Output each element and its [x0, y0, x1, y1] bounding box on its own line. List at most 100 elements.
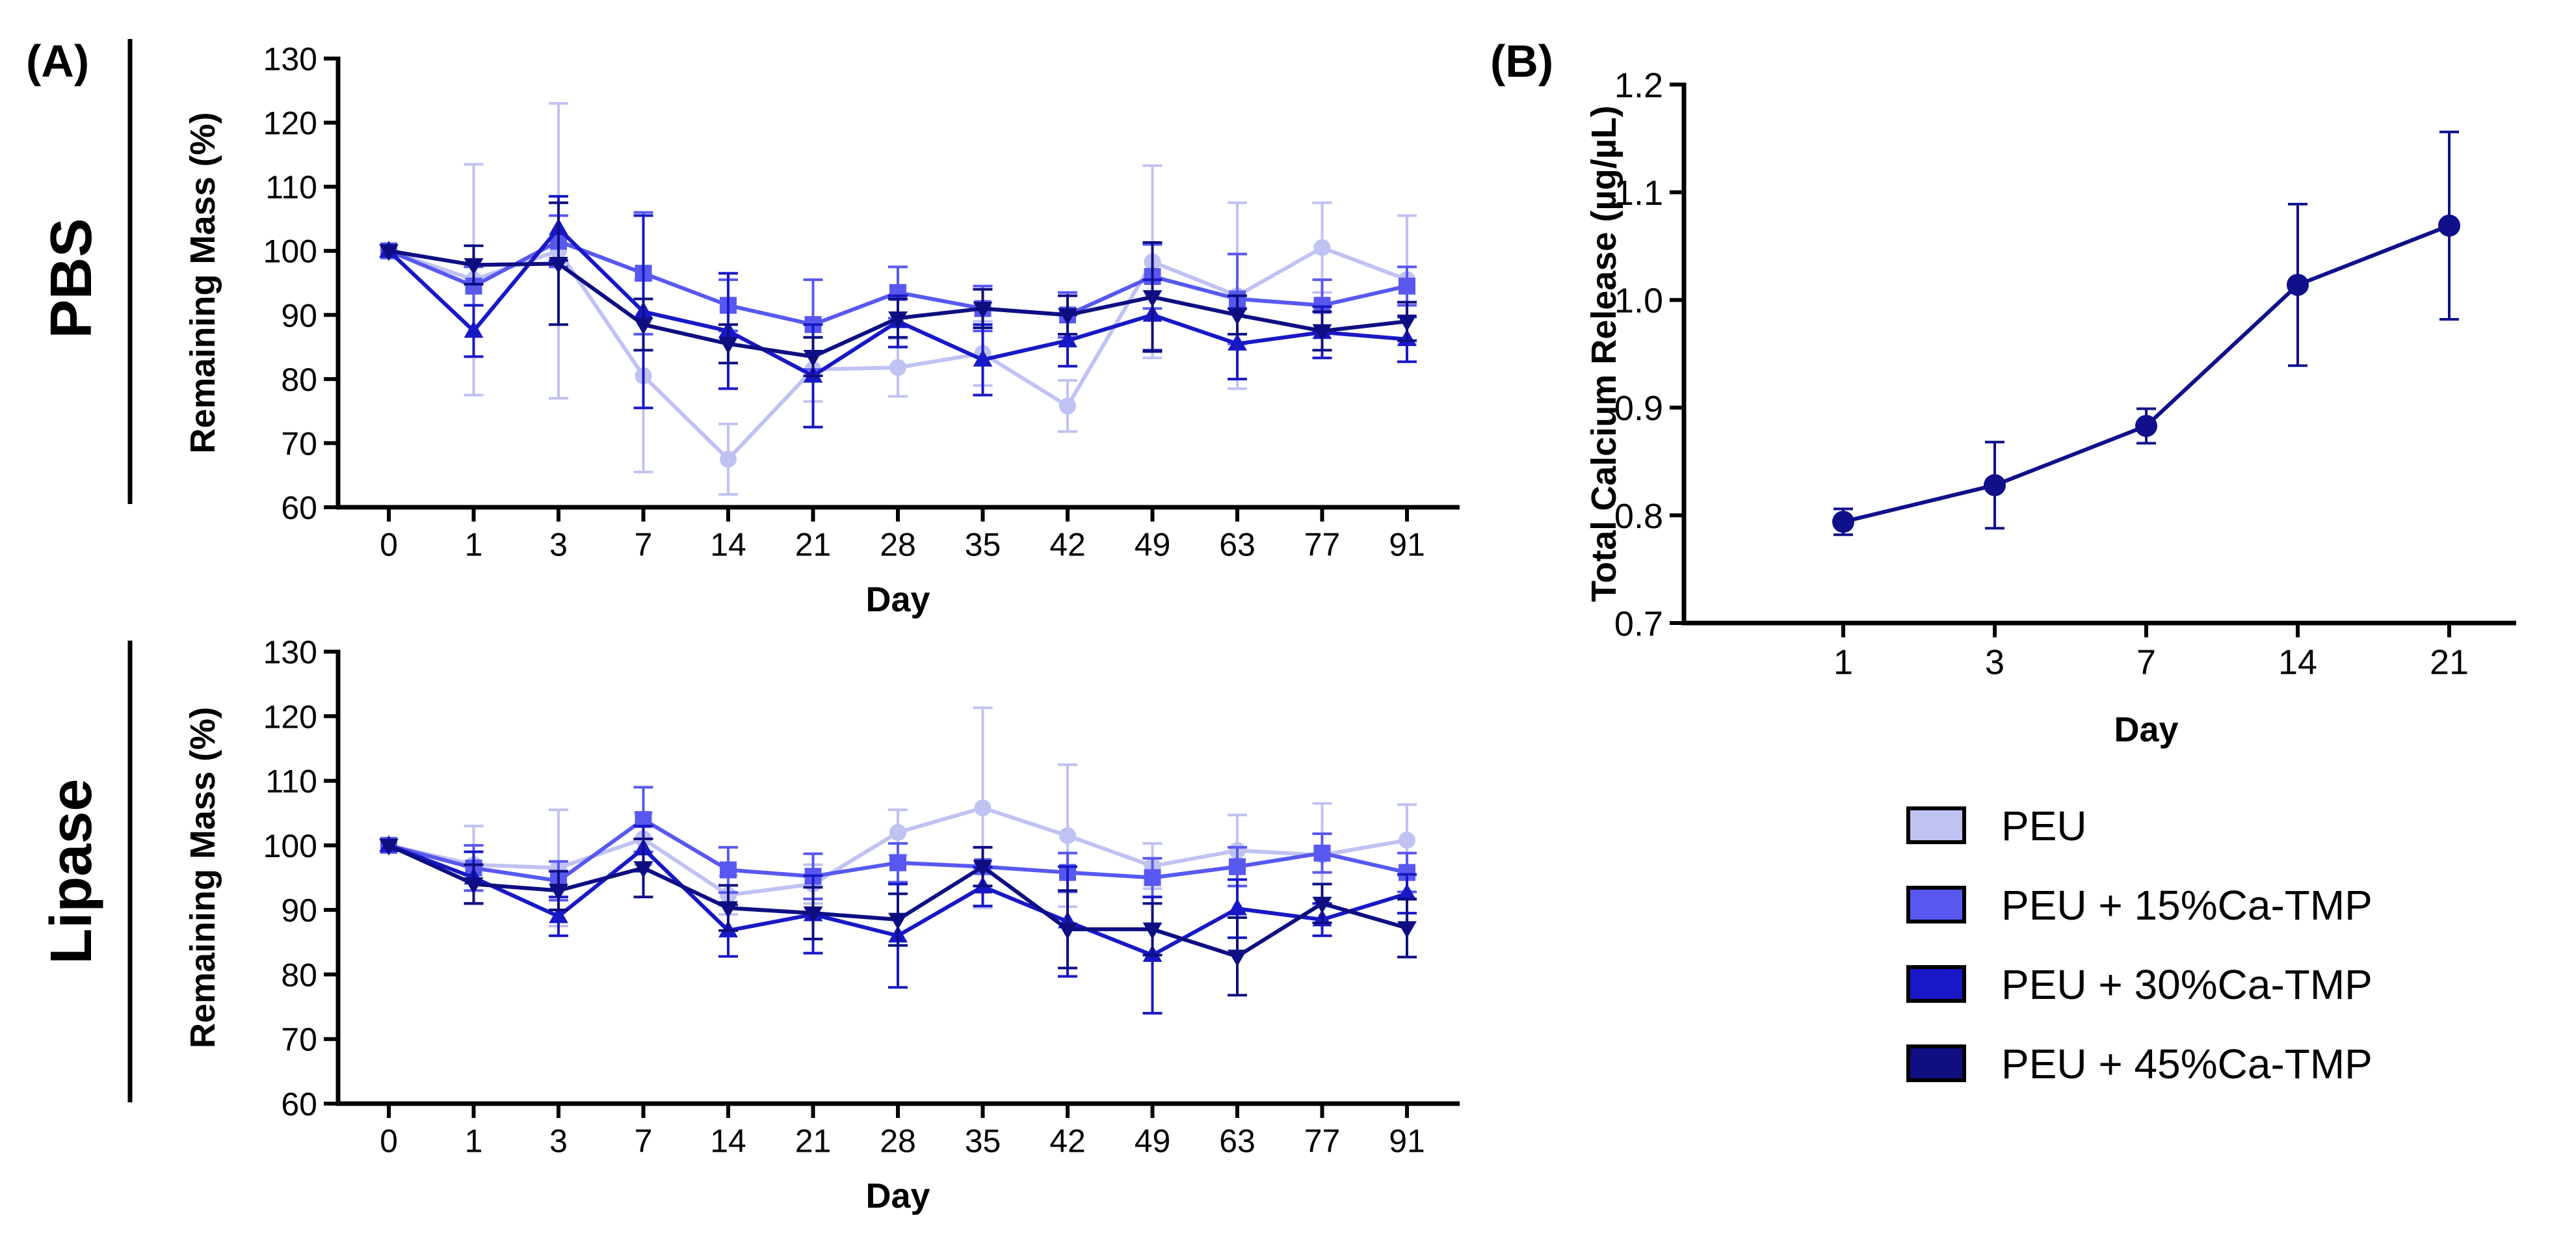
- lipase-y-axis-title: Remaining Mass (%): [183, 707, 222, 1048]
- lipase-point: [1397, 921, 1417, 938]
- calcium-x-tick-label: 1: [1833, 643, 1853, 682]
- lipase-point: [1397, 883, 1417, 901]
- pbs-y-tick-label: 120: [263, 105, 317, 142]
- pbs-point: [720, 451, 737, 468]
- legend-item-peu: PEU: [1906, 803, 2087, 849]
- legend-swatch-peu-15: [1906, 886, 1966, 923]
- pbs-point: [379, 244, 399, 261]
- lipase-point: [464, 877, 484, 895]
- calcium-point: [1984, 474, 2006, 497]
- lipase-x-tick-label: 3: [549, 1123, 568, 1160]
- calcium-point: [2438, 214, 2460, 237]
- pbs-y-tick-label: 60: [281, 490, 317, 526]
- calcium-x-tick-label: 14: [2278, 643, 2317, 682]
- lipase-point: [889, 824, 906, 841]
- pbs-x-tick-label: 28: [880, 527, 916, 563]
- legend-label-peu-15: PEU + 15%Ca-TMP: [2001, 882, 2372, 929]
- pbs-point: [718, 337, 738, 354]
- pbs-point: [1058, 330, 1077, 348]
- lipase-point: [1399, 831, 1415, 849]
- lipase-point: [1228, 898, 1247, 916]
- legend-swatch-peu-30: [1906, 965, 1966, 1003]
- pbs-point: [1397, 314, 1417, 332]
- pbs-point: [1228, 308, 1247, 325]
- calcium-x-tick-label: 7: [2136, 643, 2156, 682]
- lipase-y-tick-label: 70: [281, 1022, 317, 1058]
- lipase-y-tick-label: 120: [263, 698, 317, 735]
- lipase-x-tick-label: 1: [465, 1123, 483, 1160]
- lipase-point: [1313, 844, 1331, 862]
- pbs-point: [973, 349, 993, 367]
- panel-label-b: (B): [1490, 36, 1553, 86]
- lipase-point: [1058, 922, 1077, 940]
- pbs-point: [1142, 290, 1163, 308]
- pbs-point: [973, 302, 993, 319]
- calcium-y-tick-label: 1.2: [1614, 66, 1663, 105]
- pbs-point: [1399, 277, 1415, 295]
- pbs-x-tick-label: 7: [635, 527, 653, 563]
- lipase-point: [1144, 869, 1161, 886]
- pbs-x-tick-label: 63: [1219, 527, 1255, 563]
- pbs-point: [803, 349, 823, 367]
- pbs-point: [633, 317, 653, 335]
- lipase-x-tick-label: 14: [710, 1123, 746, 1160]
- lipase-series-peu-45-ca-tmp: [379, 837, 1417, 997]
- lipase-point: [973, 860, 993, 877]
- lipase-x-tick-label: 63: [1219, 1123, 1255, 1160]
- lipase-point: [888, 912, 908, 930]
- lipase-y-tick-label: 60: [281, 1086, 317, 1122]
- lipase-mass-chart: 60 70 80 90 100 110 120 130 0 1 3 7 14 21 28 35 42 49 63 77…: [183, 634, 1460, 1215]
- pbs-y-tick-label: 100: [263, 233, 317, 270]
- legend-swatch-peu-45: [1906, 1044, 1966, 1082]
- pbs-x-tick-label: 77: [1304, 527, 1341, 563]
- pbs-x-tick-label: 3: [549, 527, 568, 563]
- pbs-point: [549, 257, 568, 274]
- calcium-y-tick-label: 0.8: [1614, 497, 1663, 536]
- lipase-x-tick-label: 35: [965, 1123, 1001, 1160]
- pbs-point: [1312, 324, 1332, 341]
- lipase-point: [720, 861, 737, 879]
- lipase-x-tick-label: 21: [795, 1123, 832, 1160]
- lipase-y-tick-label: 80: [281, 957, 317, 993]
- lipase-point: [1228, 949, 1247, 967]
- lipase-point: [718, 901, 738, 918]
- legend-swatch-peu: [1906, 806, 1966, 844]
- row-label-lipase: Lipase: [39, 778, 104, 964]
- lipase-point: [1142, 922, 1163, 940]
- calcium-x-tick-label: 3: [1985, 643, 2004, 682]
- lipase-point: [1312, 896, 1332, 914]
- pbs-y-tick-label: 110: [265, 169, 317, 206]
- lipase-y-tick-label: 90: [281, 892, 317, 929]
- lipase-point: [1229, 858, 1246, 875]
- lipase-y-tick-label: 100: [263, 828, 317, 864]
- pbs-x-axis-title: Day: [865, 580, 930, 619]
- lipase-x-tick-label: 42: [1049, 1123, 1086, 1160]
- legend-item-peu-30: PEU + 30%Ca-TMP: [1906, 961, 2372, 1008]
- pbs-point: [464, 321, 484, 338]
- row-label-pbs: PBS: [39, 218, 104, 338]
- lipase-x-tick-label: 28: [880, 1123, 916, 1160]
- legend-label-peu-45: PEU + 45%Ca-TMP: [2001, 1041, 2372, 1087]
- pbs-x-tick-label: 0: [380, 527, 398, 563]
- lipase-point: [1059, 827, 1076, 844]
- lipase-point: [633, 861, 653, 879]
- pbs-series-peu-45-ca-tmp: [379, 201, 1417, 377]
- pbs-point: [1228, 334, 1247, 351]
- lipase-x-tick-label: 0: [380, 1123, 398, 1160]
- lipase-point: [549, 883, 568, 901]
- calcium-x-axis-title: Day: [2114, 710, 2178, 749]
- legend-label-peu-30: PEU + 30%Ca-TMP: [2001, 961, 2372, 1008]
- calcium-point: [2135, 414, 2157, 437]
- lipase-x-tick-label: 7: [635, 1123, 653, 1160]
- calcium-point: [2287, 274, 2309, 297]
- pbs-point: [1059, 397, 1076, 415]
- calcium-release-chart: 0.7 0.8 0.9 1.0 1.1 1.2 1 3 7 14 21 Day Total Calciu…: [1584, 66, 2516, 749]
- legend: PEU PEU + 15%Ca-TMP PEU + 30%Ca-TMP PEU …: [1906, 803, 2372, 1087]
- calcium-series-total-calcium-release: [1832, 130, 2460, 537]
- panel-label-a: (A): [26, 36, 89, 86]
- pbs-point: [888, 311, 908, 328]
- calcium-y-tick-label: 1.0: [1614, 282, 1663, 321]
- legend-item-peu-45: PEU + 45%Ca-TMP: [1906, 1041, 2372, 1087]
- lipase-point: [889, 854, 906, 871]
